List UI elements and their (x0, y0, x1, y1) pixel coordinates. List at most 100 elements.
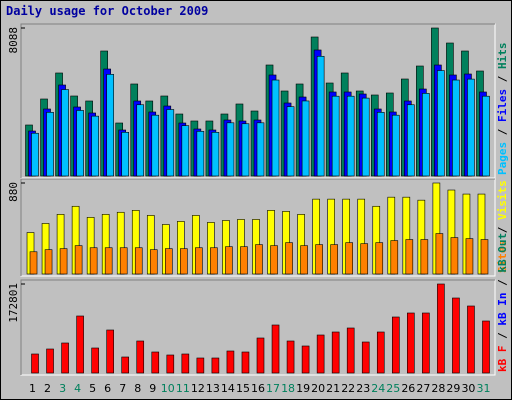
bar (405, 239, 414, 275)
bar (346, 95, 355, 177)
bar (89, 247, 98, 275)
bar (452, 79, 460, 177)
legend-entry: kB Out (496, 233, 509, 273)
bar (136, 104, 145, 177)
bar (134, 247, 143, 275)
bar (31, 353, 39, 374)
bar (376, 331, 385, 374)
bar (211, 132, 220, 177)
legend-entry: kB In (496, 293, 509, 326)
x-tick-label: 24 (371, 382, 385, 395)
legend-separator: / (496, 69, 509, 89)
legend-entry: kB F (496, 346, 509, 373)
x-tick-label: 26 (401, 382, 415, 395)
bar (391, 114, 400, 177)
bar (226, 122, 235, 177)
legend-entry: Files (496, 89, 509, 122)
bar (61, 342, 69, 374)
bar (241, 123, 250, 177)
x-tick-label: 29 (446, 382, 460, 395)
bar (301, 100, 310, 177)
bar (376, 112, 385, 177)
bar (452, 297, 460, 374)
x-tick-label: 8 (134, 382, 141, 395)
bar (121, 132, 130, 177)
bar (166, 109, 175, 177)
x-tick-label: 25 (386, 382, 400, 395)
bar (181, 125, 190, 177)
bar (240, 246, 248, 275)
bar (119, 247, 128, 275)
bar (285, 242, 293, 275)
bar (255, 244, 263, 275)
bar (226, 350, 235, 374)
x-tick-label: 3 (59, 382, 66, 395)
panel-frame-shadow (20, 279, 495, 375)
bar (390, 240, 399, 275)
bar (104, 247, 113, 275)
bar (375, 242, 384, 275)
x-tick-label: 9 (149, 382, 156, 395)
bar (286, 106, 295, 177)
bar (195, 247, 203, 275)
x-tick-label: 27 (416, 382, 430, 395)
bar (435, 233, 444, 275)
bar (467, 305, 475, 374)
bar (346, 327, 355, 374)
legend-separator: / (496, 220, 509, 240)
x-tick-label: 7 (119, 382, 126, 395)
x-tick-label: 2 (44, 382, 51, 395)
bar (407, 312, 415, 374)
bar (316, 334, 325, 374)
legend-separator: / (496, 326, 509, 346)
x-tick-label: 5 (89, 382, 96, 395)
x-tick-label: 21 (326, 382, 340, 395)
bar (59, 248, 68, 275)
bar (331, 331, 340, 374)
bar (46, 348, 54, 374)
x-tick-label: 15 (236, 382, 250, 395)
bar (286, 340, 295, 374)
bar (91, 115, 99, 177)
bar (467, 78, 475, 177)
bar (106, 329, 114, 374)
legend-entry: Hits (496, 43, 509, 70)
chart-title: Daily usage for October 2009 (6, 4, 208, 18)
bar (465, 238, 474, 275)
bar (149, 249, 158, 275)
bar (331, 95, 340, 177)
bar (256, 122, 265, 177)
bar (76, 110, 84, 177)
legend-entry: Sites (496, 240, 509, 273)
bar (225, 246, 233, 275)
x-tick-label: 19 (296, 382, 310, 395)
bar (74, 245, 83, 275)
bar (61, 89, 69, 177)
bar (165, 248, 173, 275)
bar (151, 114, 160, 177)
bar (361, 341, 370, 374)
bar (29, 251, 38, 275)
bar (482, 95, 490, 177)
bar (31, 132, 39, 177)
bar (44, 249, 53, 275)
bar (407, 104, 415, 177)
x-tick-label: 1 (29, 382, 36, 395)
bar (391, 316, 400, 374)
legend-entry: Pages (496, 142, 509, 175)
bar (301, 345, 310, 374)
bar (166, 354, 175, 374)
bar (330, 244, 338, 275)
legend: Pages / Files / Hits (496, 43, 509, 176)
bar (256, 337, 265, 374)
legend-separator: / (496, 122, 509, 142)
x-tick-label: 10 (161, 382, 175, 395)
x-tick-label: 12 (191, 382, 205, 395)
bar (437, 283, 445, 374)
x-tick-label: 20 (311, 382, 325, 395)
bar (181, 353, 190, 374)
bar (482, 320, 490, 374)
bar (422, 93, 430, 177)
bar (316, 55, 325, 177)
